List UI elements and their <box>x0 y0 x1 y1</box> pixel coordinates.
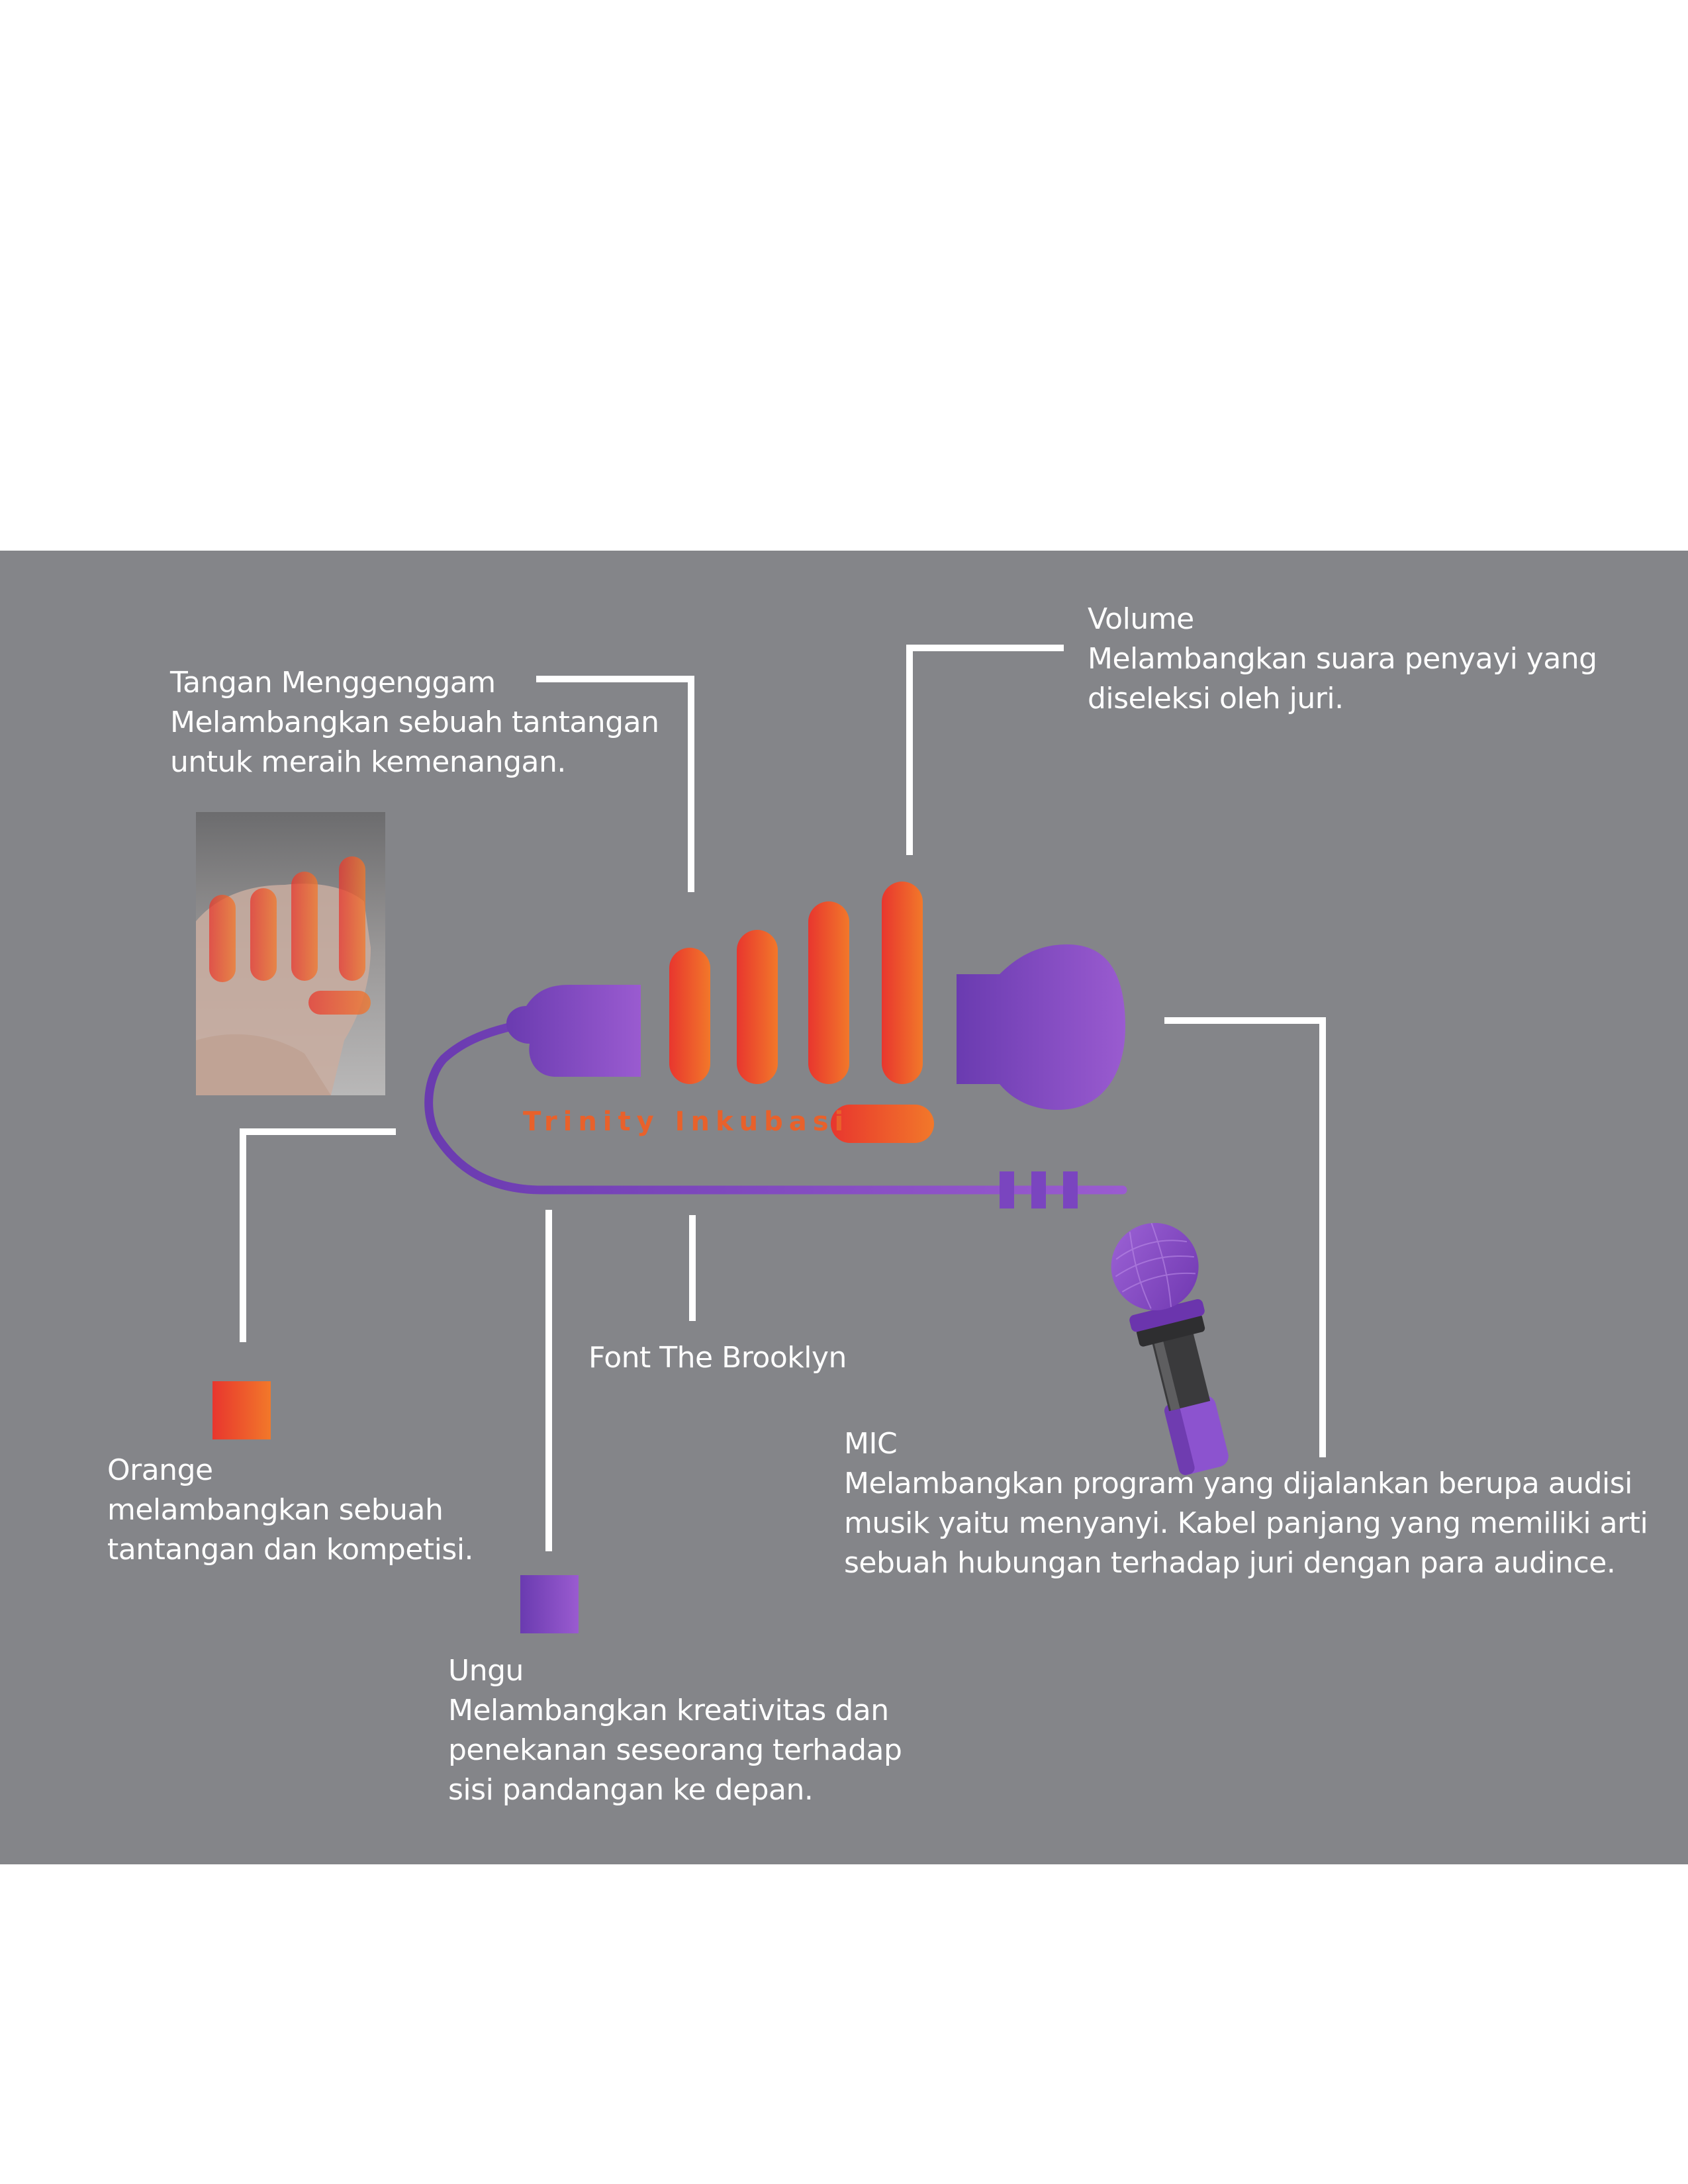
ungu-line-2: penekanan seseorang terhadap <box>448 1733 902 1767</box>
leader-line-orange <box>240 1128 396 1342</box>
hand-line-1: Melambangkan sebuah tantangan <box>170 705 659 739</box>
mic-title: MIC <box>844 1427 898 1461</box>
hand-line-2: untuk meraih kemenangan. <box>170 745 566 779</box>
orange-title: Orange <box>107 1453 213 1487</box>
mic-annotation: MIC Melambangkan program yang dijalankan… <box>844 1424 1648 1583</box>
ungu-line-1: Melambangkan kreativitas dan <box>448 1694 889 1727</box>
ungu-line-3: sisi pandangan ke depan. <box>448 1773 814 1807</box>
font-title: Font The Brooklyn <box>588 1341 847 1375</box>
orange-line-2: tantangan dan kompetisi. <box>107 1533 474 1567</box>
mic-line-1: Melambangkan program yang dijalankan ber… <box>844 1467 1632 1500</box>
gray-panel: Trinity Inkubasi Volume Melambangkan sua… <box>0 551 1688 1864</box>
hand-title: Tangan Menggenggam <box>170 666 496 700</box>
orange-swatch <box>212 1381 271 1439</box>
logo-wordmark: Trinity Inkubasi <box>523 1107 850 1137</box>
hand-annotation: Tangan Menggenggam Melambangkan sebuah t… <box>170 663 659 782</box>
leader-line-hand <box>536 676 694 892</box>
logo-cable <box>424 1019 1127 1208</box>
leader-lines <box>240 645 1326 1551</box>
volume-line-2: diseleksi oleh juri. <box>1088 682 1344 715</box>
hand-photo <box>196 812 385 1095</box>
mic-line-2: musik yaitu menyanyi. Kabel panjang yang… <box>844 1506 1648 1540</box>
leader-line-volume <box>906 645 1064 855</box>
volume-annotation: Volume Melambangkan suara penyayi yang d… <box>1088 600 1597 719</box>
logo-plug <box>506 985 641 1077</box>
logo-diagram <box>196 645 1326 1633</box>
logo-mic-head <box>957 944 1125 1110</box>
mic-line-3: sebuah hubungan terhadap juri dengan par… <box>844 1546 1616 1580</box>
microphone-photo <box>1111 1222 1229 1475</box>
font-annotation: Font The Brooklyn <box>588 1338 847 1378</box>
orange-line-1: melambangkan sebuah <box>107 1493 444 1527</box>
leader-line-mic <box>1164 1017 1326 1457</box>
purple-swatch <box>520 1575 579 1633</box>
ungu-title: Ungu <box>448 1654 524 1688</box>
ungu-annotation: Ungu Melambangkan kreativitas dan peneka… <box>448 1651 902 1810</box>
orange-annotation: Orange melambangkan sebuah tantangan dan… <box>107 1451 474 1570</box>
logo-volume-bars <box>669 882 934 1143</box>
volume-line-1: Melambangkan suara penyayi yang <box>1088 642 1597 676</box>
volume-title: Volume <box>1088 602 1194 636</box>
